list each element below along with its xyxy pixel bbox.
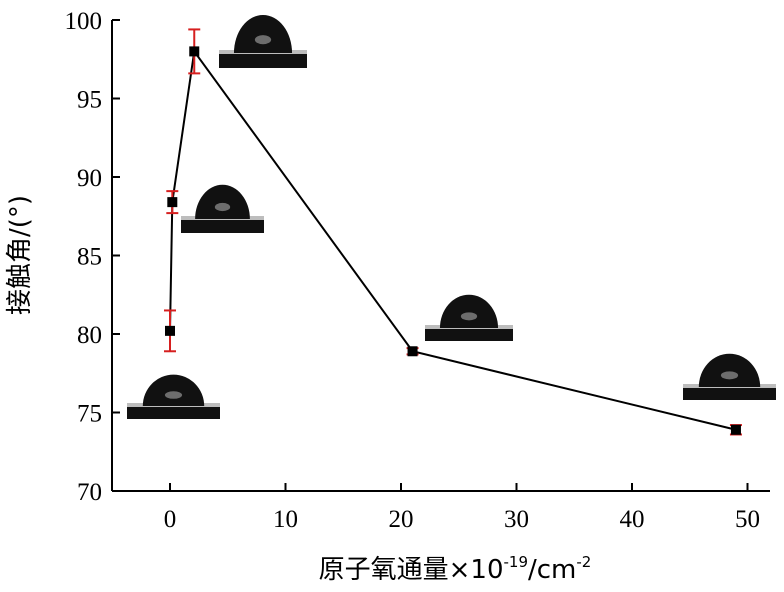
droplet-highlight bbox=[254, 35, 272, 45]
droplet-highlight bbox=[164, 391, 183, 399]
data-point bbox=[165, 325, 175, 336]
data-point bbox=[167, 197, 178, 208]
y-tick-label: 80 bbox=[77, 322, 102, 349]
substrate bbox=[127, 406, 220, 419]
droplet bbox=[142, 374, 205, 406]
droplet bbox=[439, 294, 499, 328]
droplet-highlight bbox=[720, 371, 739, 380]
plot-area bbox=[164, 28, 742, 436]
x-tick-label: 50 bbox=[735, 506, 760, 533]
droplet-inset-0 bbox=[127, 374, 220, 419]
droplet-inset-1 bbox=[181, 184, 264, 233]
y-tick-label: 70 bbox=[77, 479, 102, 506]
y-tick-label: 75 bbox=[77, 401, 102, 428]
data-point bbox=[189, 46, 200, 57]
y-tick-label: 90 bbox=[77, 165, 102, 192]
substrate bbox=[181, 219, 264, 233]
y-tick-label: 100 bbox=[65, 8, 103, 35]
substrate bbox=[683, 387, 776, 400]
droplet bbox=[195, 184, 250, 219]
data-point bbox=[730, 424, 741, 435]
x-tick-label: 20 bbox=[389, 506, 414, 533]
x-tick-label: 30 bbox=[504, 506, 529, 533]
x-axis-title: 原子氧通量×10-19/cm-2 bbox=[319, 553, 592, 585]
droplet-highlight bbox=[460, 312, 478, 321]
droplet-insets bbox=[127, 15, 776, 419]
x-tick-label: 10 bbox=[273, 506, 298, 533]
droplet bbox=[698, 353, 761, 387]
y-tick-label: 85 bbox=[77, 244, 102, 271]
droplet-inset-3 bbox=[425, 294, 513, 341]
substrate bbox=[219, 53, 307, 68]
y-axis-title: 接触角/(°) bbox=[5, 195, 35, 315]
x-tick-label: 40 bbox=[620, 506, 645, 533]
droplet bbox=[233, 15, 293, 54]
x-tick-label: 0 bbox=[164, 506, 177, 533]
droplet-inset-2 bbox=[219, 15, 307, 68]
axes: 70 75 80 85 90 95 100 0 10 20 30 40 50 bbox=[65, 8, 770, 533]
substrate bbox=[425, 328, 513, 341]
series-line bbox=[169, 48, 737, 431]
droplet-highlight bbox=[214, 202, 231, 212]
data-point bbox=[407, 346, 418, 357]
droplet-inset-4 bbox=[683, 353, 776, 400]
y-tick-label: 95 bbox=[77, 87, 102, 114]
